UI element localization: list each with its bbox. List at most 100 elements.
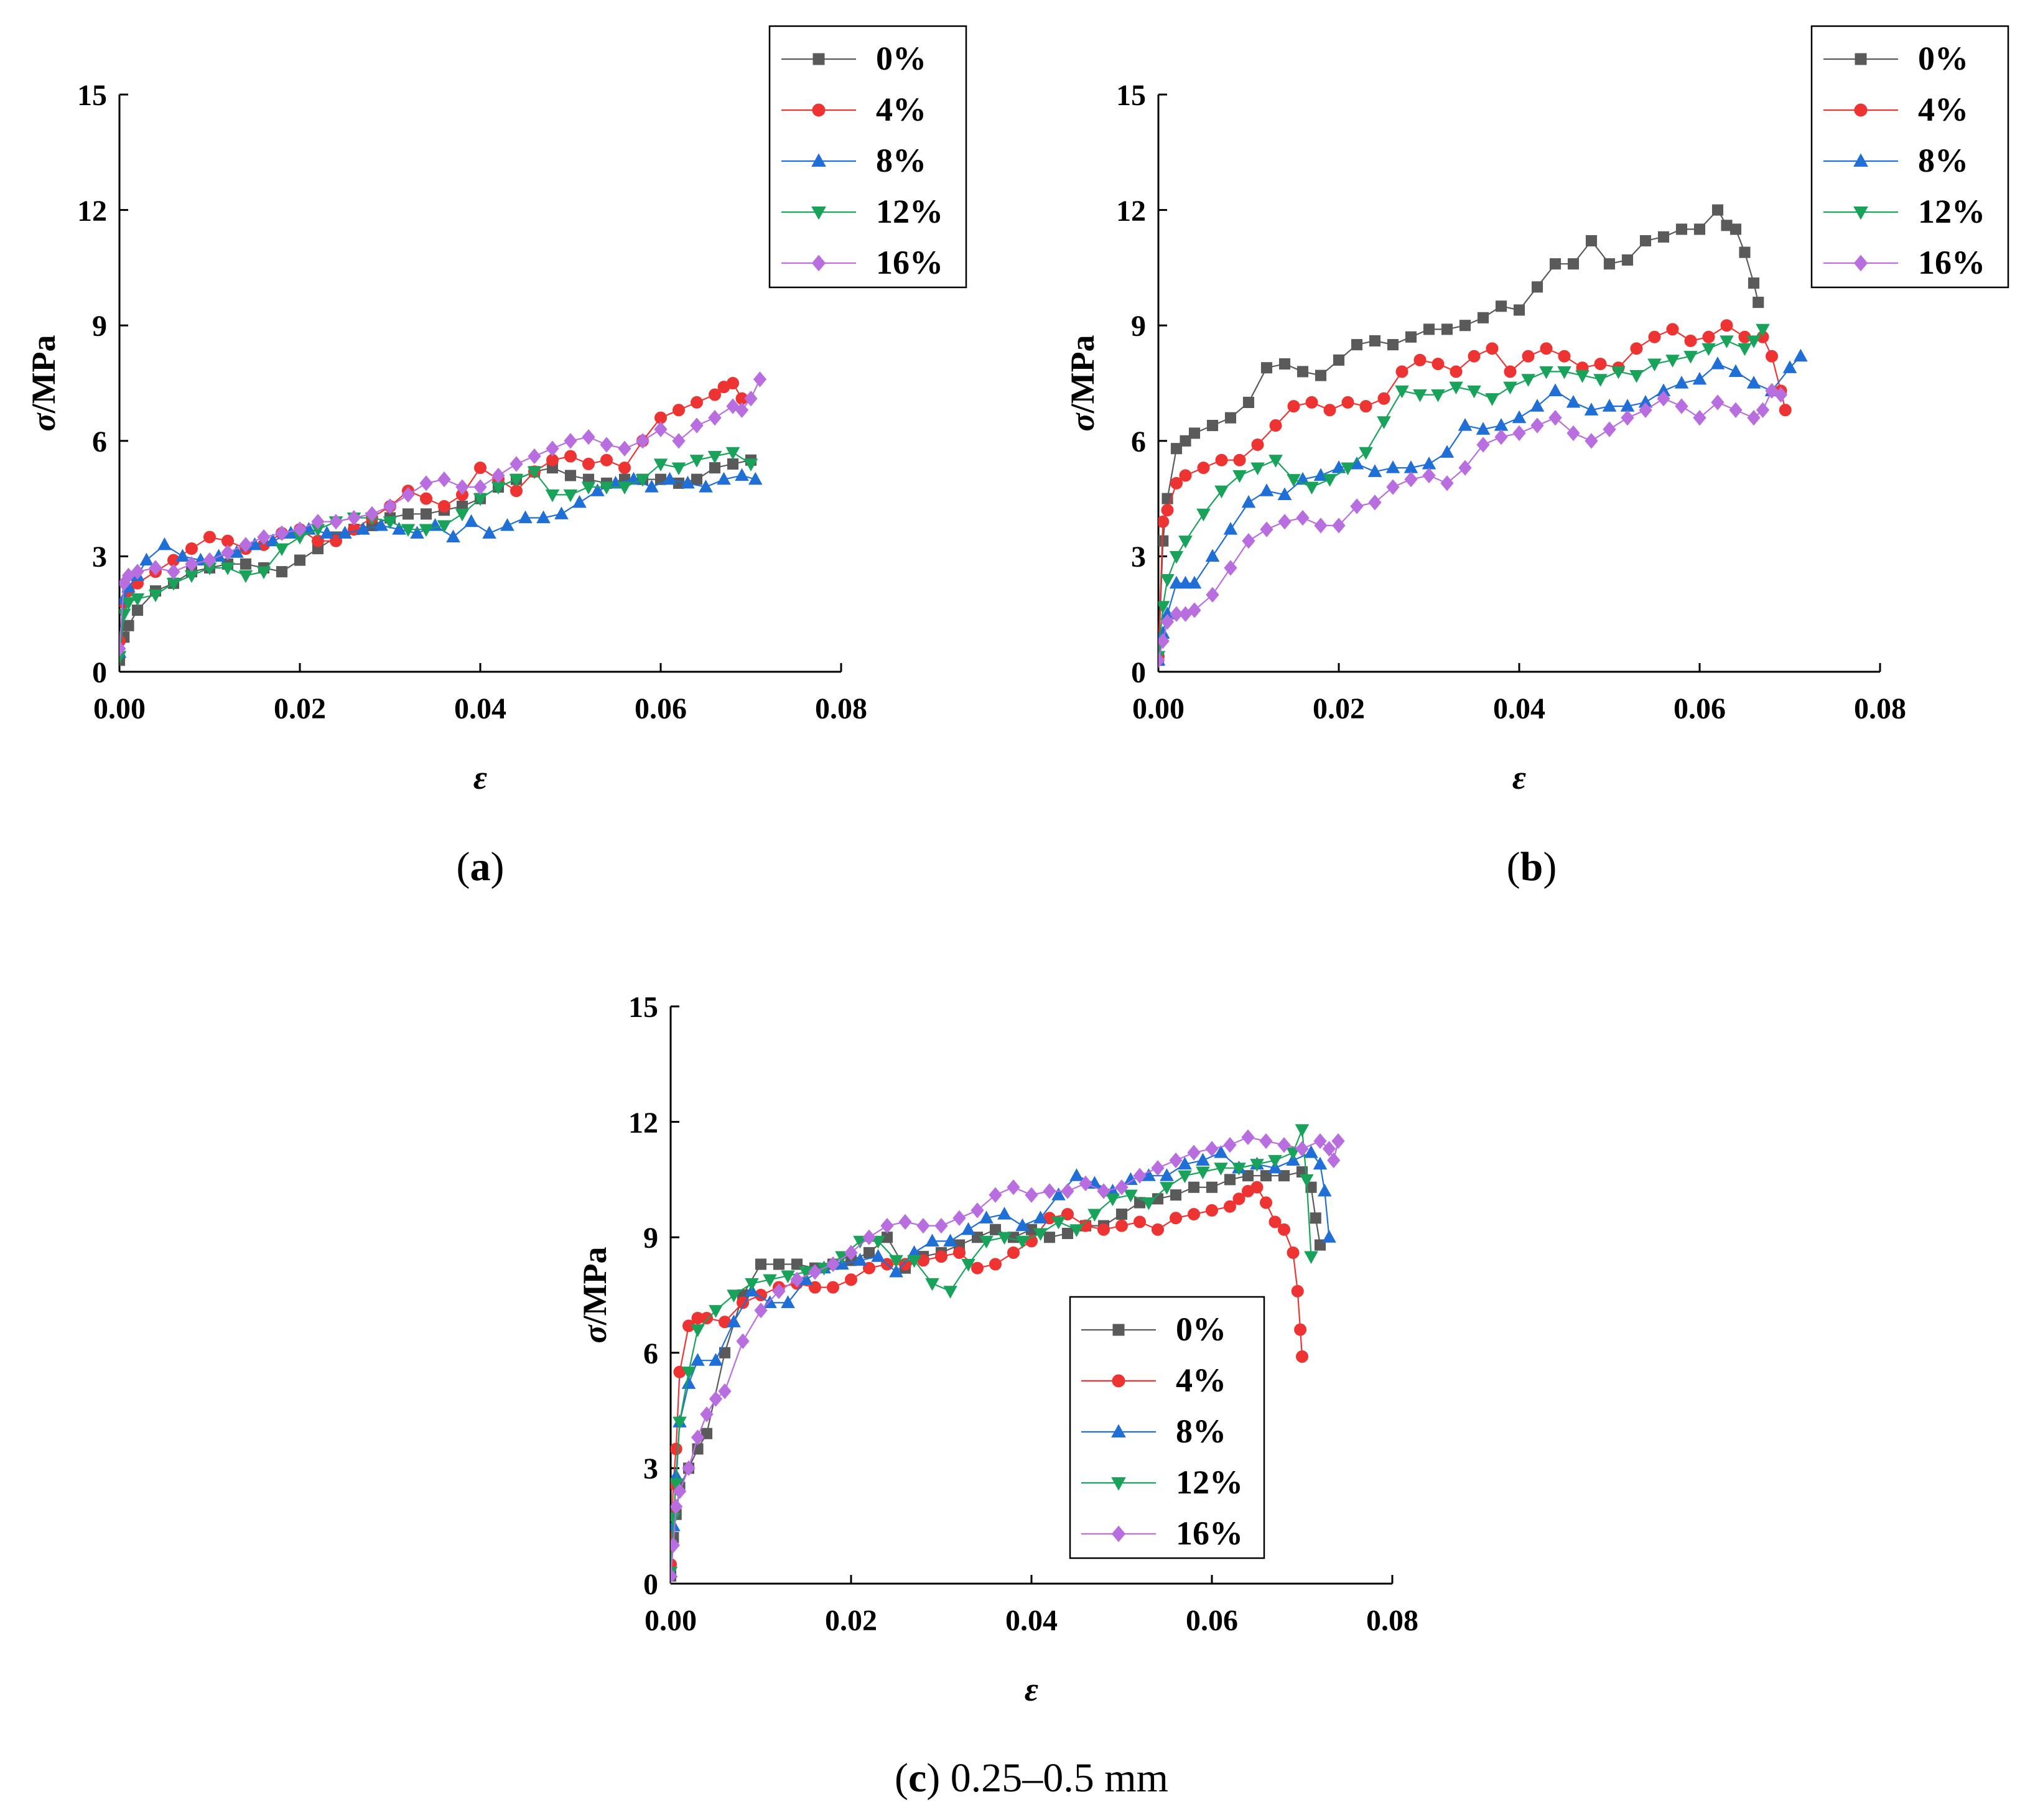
data-point [1158, 633, 1170, 649]
legend-label: 12% [876, 193, 943, 230]
data-point [1134, 1215, 1146, 1228]
data-point [1693, 410, 1706, 426]
data-point [1540, 342, 1553, 355]
data-point [1043, 1232, 1056, 1243]
legend-box [768, 25, 967, 289]
data-point [419, 524, 434, 537]
legend-box [1069, 1296, 1265, 1559]
data-point [691, 1353, 705, 1366]
legend-label: 4% [1176, 1362, 1226, 1399]
data-point [419, 475, 433, 491]
data-point [898, 1214, 912, 1230]
data-point [1720, 335, 1734, 348]
data-point [952, 1210, 966, 1226]
data-point [1441, 323, 1453, 335]
y-axis-unit: /MPa [576, 1247, 613, 1326]
legend-items [781, 53, 856, 272]
data-point [1647, 358, 1662, 372]
data-point [1558, 350, 1571, 363]
data-point [691, 473, 703, 485]
data-point [1152, 1223, 1164, 1236]
legend-label: 0% [1176, 1311, 1226, 1348]
data-point [790, 1271, 804, 1288]
data-point [1241, 1129, 1255, 1145]
y-axis-unit: /MPa [25, 335, 62, 414]
data-point [979, 1235, 994, 1249]
data-point [1242, 396, 1255, 408]
data-point [1025, 1187, 1038, 1203]
data-point [1296, 509, 1310, 526]
y-tick-label: 0 [643, 1568, 658, 1601]
data-point [119, 641, 126, 657]
series-4pct [671, 1181, 1308, 1571]
data-point [1512, 425, 1526, 442]
data-point [1702, 330, 1715, 343]
data-point [1675, 398, 1688, 414]
data-point [727, 1289, 741, 1302]
legend-marker [811, 207, 826, 220]
y-tick-label: 0 [92, 656, 107, 689]
data-point [1639, 235, 1652, 247]
data-point [1299, 1174, 1314, 1187]
data-point [1594, 358, 1607, 371]
data-point [671, 462, 686, 476]
legend-label: 0% [1918, 40, 1968, 77]
data-point [1728, 364, 1743, 378]
legend-c: 0% 4% 8% 12% 16% [1069, 1296, 1265, 1559]
data-point [1738, 343, 1752, 356]
data-point [1657, 231, 1670, 243]
data-point [862, 1229, 876, 1245]
y-axis-symbol: σ [25, 412, 62, 432]
data-point [1278, 514, 1292, 530]
data-point [934, 1217, 948, 1234]
data-point [256, 566, 271, 580]
data-point [1748, 277, 1760, 289]
data-point [736, 1333, 750, 1349]
data-point [1449, 381, 1463, 395]
legend-marker [1853, 207, 1868, 220]
data-point [1630, 342, 1643, 355]
data-point [1368, 494, 1382, 511]
data-point [203, 531, 216, 544]
legend-marker [1112, 1374, 1125, 1388]
data-point [1151, 1160, 1165, 1176]
data-point [943, 1286, 957, 1299]
data-point [1782, 360, 1797, 373]
data-point [437, 471, 451, 488]
data-point [600, 437, 613, 453]
data-point [672, 433, 686, 449]
y-tick-label: 12 [628, 1107, 658, 1140]
data-point [1341, 396, 1354, 409]
data-point [536, 510, 551, 524]
data-point [1317, 1183, 1332, 1197]
data-point [1603, 258, 1616, 270]
data-point [149, 560, 162, 576]
data-point [1178, 1156, 1192, 1170]
series-line [1158, 389, 1781, 661]
data-point [763, 1274, 777, 1288]
data-point [1269, 455, 1283, 468]
data-point [709, 1353, 723, 1366]
data-point [1188, 1208, 1200, 1221]
data-point [943, 1233, 957, 1247]
data-point [293, 521, 307, 537]
series-line [1158, 208, 1759, 661]
legend-label: 16% [1918, 244, 1985, 281]
data-point [671, 1442, 682, 1456]
data-point [1458, 460, 1472, 476]
data-point [1766, 350, 1778, 363]
data-point [1315, 369, 1327, 381]
data-point [709, 1305, 723, 1318]
x-tick-label: 0.08 [1366, 1604, 1418, 1637]
data-point [700, 1406, 714, 1423]
data-point [1729, 223, 1742, 235]
data-point [997, 1207, 1012, 1220]
data-point [681, 475, 695, 489]
data-point [1160, 613, 1175, 630]
x-tick-label: 0.04 [1005, 1604, 1058, 1637]
data-point [1377, 392, 1390, 405]
data-point [1277, 1137, 1291, 1153]
data-point [961, 1222, 975, 1235]
data-point [1548, 410, 1562, 426]
data-point [1729, 402, 1743, 418]
